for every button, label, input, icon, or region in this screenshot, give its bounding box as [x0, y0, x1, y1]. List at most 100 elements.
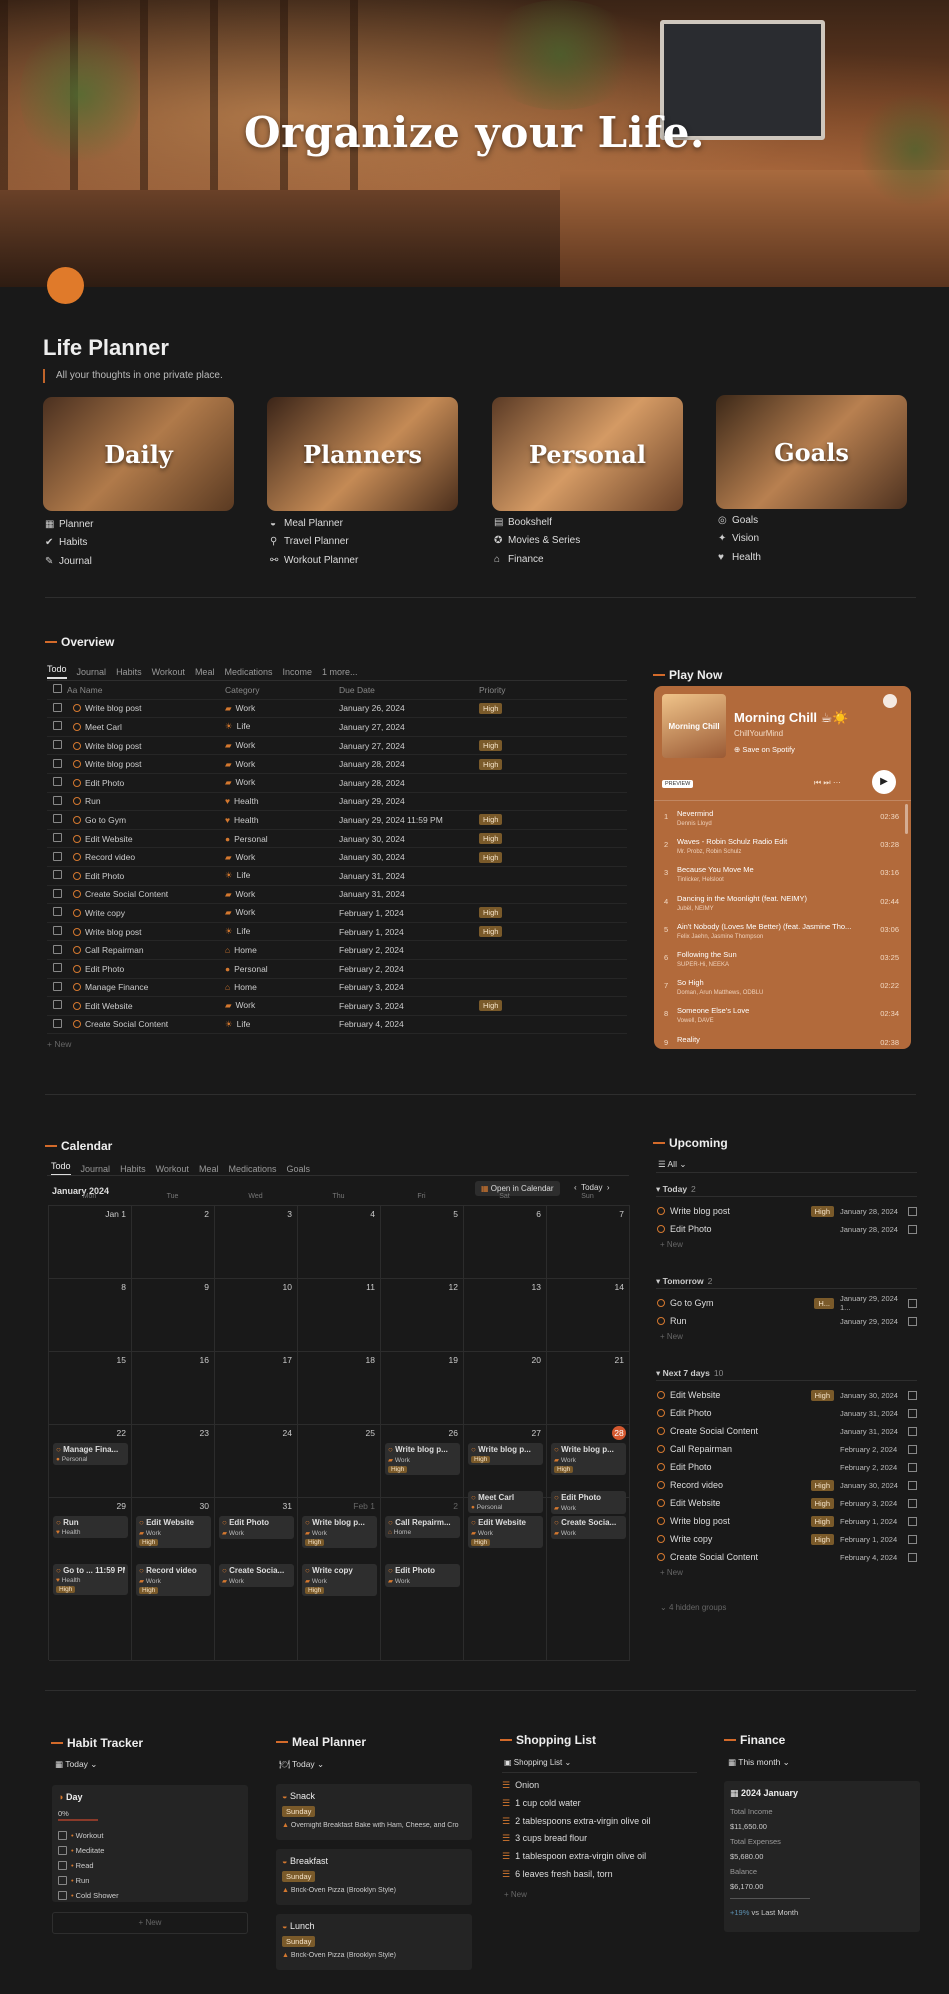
- link-health[interactable]: ♥ Health: [718, 551, 761, 563]
- calendar-day-cell[interactable]: Jan 1: [49, 1206, 132, 1279]
- row-checkbox[interactable]: [47, 963, 67, 974]
- task-due-date[interactable]: January 30, 2024: [339, 833, 405, 844]
- save-on-spotify-button[interactable]: ⊕ Save on Spotify: [734, 745, 795, 754]
- calendar-event[interactable]: ○ Meet Carl ● Personal: [468, 1491, 543, 1513]
- task-due-date[interactable]: January 28, 2024: [339, 759, 405, 770]
- play-button[interactable]: ▶: [872, 770, 896, 794]
- link-bookshelf[interactable]: ▤ Bookshelf: [494, 516, 552, 528]
- done-checkbox[interactable]: [908, 1206, 917, 1216]
- done-checkbox[interactable]: [908, 1298, 917, 1308]
- calendar-day-cell[interactable]: Feb 1: [298, 1498, 381, 1661]
- calendar-day-cell[interactable]: 8: [49, 1279, 132, 1352]
- table-row[interactable]: Record video ▰ Work January 30, 2024 High: [47, 848, 627, 867]
- finance-view[interactable]: ▦ This month ⌄: [728, 1757, 790, 1767]
- tab-goals[interactable]: Goals: [286, 1163, 310, 1174]
- meal-card[interactable]: ◒ Lunch Sunday ▲ Brick-Oven Pizza (Brook…: [276, 1914, 472, 1970]
- link-habits[interactable]: ✔ Habits: [45, 537, 88, 549]
- tab-journal[interactable]: Journal: [76, 666, 107, 677]
- shopping-new[interactable]: + New: [504, 1890, 527, 1899]
- done-checkbox[interactable]: [908, 1444, 917, 1454]
- task-priority[interactable]: High: [479, 851, 559, 863]
- col-name[interactable]: Aa Name: [67, 684, 103, 695]
- task-name[interactable]: Create Social Content: [67, 1019, 225, 1029]
- shopping-item[interactable]: ☰ 1 cup cold water: [502, 1797, 581, 1808]
- link-goals[interactable]: ◎ Goals: [718, 514, 759, 526]
- task-due-date[interactable]: February 1, 2024: [339, 926, 404, 937]
- track-row[interactable]: 8 Someone Else's Love Vowell, DAVE 02:34: [654, 1003, 911, 1031]
- calendar-day-cell[interactable]: 3: [215, 1206, 298, 1279]
- task-name[interactable]: Meet Carl: [67, 722, 225, 732]
- table-row[interactable]: Meet Carl ☀ Life January 27, 2024: [47, 718, 627, 737]
- calendar-day-cell[interactable]: 7: [547, 1206, 630, 1279]
- task-priority[interactable]: High: [479, 702, 559, 714]
- task-category[interactable]: ▰ Work: [225, 888, 256, 899]
- tab-habits[interactable]: Habits: [116, 666, 142, 677]
- task-name[interactable]: Edit Photo: [67, 778, 225, 788]
- task-name[interactable]: Run: [67, 796, 225, 806]
- track-row[interactable]: 7 So High Doman, Arun Matthews, ODBLU 02:22: [654, 975, 911, 1003]
- playlist-author[interactable]: ChillYourMind: [734, 729, 784, 738]
- table-row[interactable]: Edit Photo ● Personal February 2, 2024: [47, 960, 627, 979]
- skip-controls-icon[interactable]: ⏮ ⏭ ⋯: [814, 778, 841, 787]
- select-all-checkbox[interactable]: [47, 684, 67, 695]
- task-name[interactable]: Go to Gym: [67, 815, 225, 825]
- calendar-day-cell[interactable]: 16: [132, 1352, 215, 1425]
- upcoming-item[interactable]: Write copy High February 1, 2024: [656, 1530, 917, 1548]
- scrollbar[interactable]: [905, 804, 908, 834]
- table-row[interactable]: Write blog post ▰ Work January 28, 2024 H…: [47, 755, 627, 774]
- calendar-day-cell[interactable]: 19: [381, 1352, 464, 1425]
- calendar-day-cell[interactable]: 12: [381, 1279, 464, 1352]
- meal-card[interactable]: ◒ Snack Sunday ▲ Overnight Breakfast Bak…: [276, 1784, 472, 1840]
- calendar-day-cell[interactable]: 20: [464, 1352, 547, 1425]
- table-row[interactable]: Write blog post ▰ Work January 27, 2024 H…: [47, 737, 627, 756]
- task-name[interactable]: Write copy: [67, 908, 225, 918]
- calendar-day-cell[interactable]: 26: [381, 1425, 464, 1498]
- tab-medications[interactable]: Medications: [228, 1163, 277, 1174]
- upcoming-item[interactable]: Edit Photo January 28, 2024: [656, 1220, 917, 1238]
- calendar-day-cell[interactable]: 25: [298, 1425, 381, 1498]
- calendar-day-cell[interactable]: 13: [464, 1279, 547, 1352]
- table-row[interactable]: Run ♥ Health January 29, 2024: [47, 793, 627, 812]
- table-row[interactable]: Edit Photo ▰ Work January 28, 2024: [47, 774, 627, 793]
- calendar-event[interactable]: ○ Write blog p... ▰ Work High: [551, 1443, 626, 1475]
- link-workout-planner[interactable]: ⚯ Workout Planner: [270, 554, 359, 566]
- link-finance[interactable]: ⌂ Finance: [494, 553, 544, 565]
- task-category[interactable]: ☀ Life: [225, 721, 251, 732]
- calendar-event[interactable]: ○ Record video ▰ Work High: [136, 1564, 211, 1596]
- upcoming-item[interactable]: Edit Website High February 3, 2024: [656, 1494, 917, 1512]
- calendar-day-cell[interactable]: 30: [132, 1498, 215, 1661]
- add-new-row[interactable]: + New: [47, 1038, 72, 1049]
- habit-item[interactable]: • Run: [58, 1873, 119, 1888]
- task-due-date[interactable]: February 2, 2024: [339, 945, 404, 956]
- task-due-date[interactable]: January 30, 2024: [339, 852, 405, 863]
- tab-workout[interactable]: Workout: [155, 1163, 189, 1174]
- row-checkbox[interactable]: [47, 888, 67, 900]
- calendar-day-cell[interactable]: 23: [132, 1425, 215, 1498]
- tab-habits[interactable]: Habits: [120, 1163, 146, 1174]
- calendar-event[interactable]: ○ Write blog p... ▰ Work High: [302, 1516, 377, 1548]
- card-daily[interactable]: Daily: [43, 397, 234, 511]
- done-checkbox[interactable]: [908, 1224, 917, 1234]
- meal-card[interactable]: ◒ Breakfast Sunday ▲ Brick-Oven Pizza (B…: [276, 1849, 472, 1905]
- done-checkbox[interactable]: [908, 1516, 917, 1526]
- row-checkbox[interactable]: [47, 721, 67, 732]
- upcoming-item[interactable]: Create Social Content February 4, 2024: [656, 1548, 917, 1566]
- calendar-event[interactable]: ○ Run ♥ Health: [53, 1516, 128, 1538]
- calendar-day-cell[interactable]: 6: [464, 1206, 547, 1279]
- calendar-day-cell[interactable]: 22: [49, 1425, 132, 1498]
- task-due-date[interactable]: January 29, 2024: [339, 796, 405, 807]
- table-row[interactable]: Edit Website ● Personal January 30, 2024 …: [47, 830, 627, 849]
- task-due-date[interactable]: January 27, 2024: [339, 721, 405, 732]
- card-planners[interactable]: Planners: [267, 397, 458, 511]
- upcoming-group-header[interactable]: ▾ Next 7 days 10: [656, 1368, 724, 1378]
- link-vision[interactable]: ✦ Vision: [718, 533, 760, 545]
- habit-card[interactable]: ◑ Day 0% • Workout • Meditate • Read • Run • Cold…: [52, 1785, 248, 1902]
- table-row[interactable]: Write copy ▰ Work February 1, 2024 High: [47, 904, 627, 923]
- row-checkbox[interactable]: [47, 795, 67, 807]
- habit-item[interactable]: • Cold Shower: [58, 1888, 119, 1903]
- tab-todo[interactable]: Todo: [47, 664, 67, 679]
- table-row[interactable]: Go to Gym ♥ Health January 29, 2024 11:59…: [47, 811, 627, 830]
- habit-checkbox[interactable]: [58, 1846, 67, 1855]
- task-due-date[interactable]: January 31, 2024: [339, 889, 405, 900]
- col-due-date[interactable]: Due Date: [339, 684, 375, 695]
